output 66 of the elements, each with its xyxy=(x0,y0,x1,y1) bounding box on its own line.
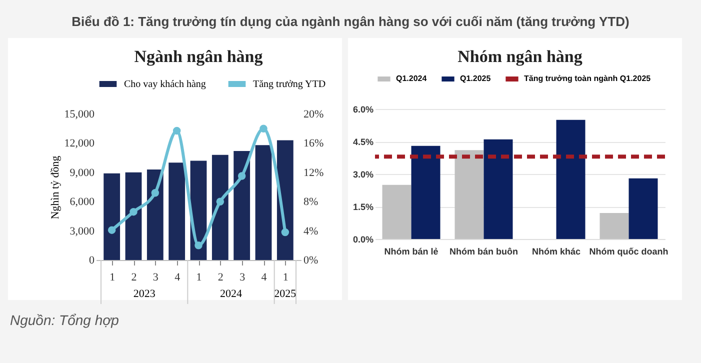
y-tick-label: 4.5% xyxy=(352,137,374,147)
x-tick-label: 2 xyxy=(218,272,224,284)
y-tick-label: 0 xyxy=(89,254,95,266)
point xyxy=(281,228,290,236)
text: 2023 xyxy=(133,288,156,300)
y-tick-label: 6,000 xyxy=(70,196,95,208)
point xyxy=(238,172,246,180)
y-tick-label: 3.0% xyxy=(352,170,374,180)
legend-label: Tăng trưởng toàn ngành Q1.2025 xyxy=(524,74,652,83)
bar xyxy=(382,184,412,239)
x-tick-label: Nhóm bán lẻ xyxy=(384,246,438,256)
bar xyxy=(104,173,120,260)
y-tick-label: 3,000 xyxy=(70,225,95,238)
bar xyxy=(212,154,228,260)
x-tick-label: 1 xyxy=(282,272,288,284)
legend-label: Tăng trưởng YTD xyxy=(253,79,326,90)
y2-tick-label: 0% xyxy=(304,254,318,266)
y2-tick-label: 4% xyxy=(304,225,318,238)
point xyxy=(151,188,160,197)
text: Biểu đồ 1: Tăng trưởng tín dụng của ngành ngân hàng so với cuối năm (tăng trưởng YTD) xyxy=(70,13,630,31)
y2-tick-label: 8% xyxy=(304,196,318,208)
point xyxy=(130,208,138,216)
chart-title: Ngành ngân hàng xyxy=(134,47,264,66)
x-tick-label: 3 xyxy=(152,272,159,284)
point xyxy=(216,198,224,206)
y-tick-label: 9,000 xyxy=(70,166,95,179)
point xyxy=(108,226,116,234)
text: 2025 xyxy=(274,288,297,300)
legend-label: Q1.2025 xyxy=(460,74,492,83)
legend-label: Cho vay khách hàng xyxy=(124,79,206,90)
x-tick-label: Nhóm bán buôn xyxy=(450,246,518,256)
y2-tick-label: 12% xyxy=(304,166,324,179)
x-tick-label: 4 xyxy=(174,272,181,284)
chart-title: Nhóm ngân hàng xyxy=(458,47,583,66)
text: Nguồn: Tổng hợp xyxy=(9,311,120,328)
y-tick-label: 0.0% xyxy=(352,234,374,244)
bar xyxy=(125,172,142,260)
y2-tick-label: 20% xyxy=(304,108,324,120)
point xyxy=(172,126,181,135)
y-tick-label: 6.0% xyxy=(352,104,374,114)
bar xyxy=(484,139,513,239)
point xyxy=(260,124,268,132)
bar xyxy=(628,178,658,239)
bar xyxy=(234,150,250,260)
y-tick-label: 12,000 xyxy=(64,138,95,150)
legend-label: Q1.2024 xyxy=(396,74,428,83)
bar xyxy=(454,150,484,239)
bar xyxy=(600,213,629,239)
x-tick-label: 4 xyxy=(261,272,268,284)
bar xyxy=(168,162,186,260)
bar xyxy=(146,169,164,260)
text: 2024 xyxy=(220,288,242,300)
y-tick-label: 15,000 xyxy=(64,108,95,120)
x-tick-label: 3 xyxy=(240,272,246,284)
bar xyxy=(255,145,272,260)
bar xyxy=(411,146,440,239)
x-tick-label: Nhóm quốc doanh xyxy=(589,246,668,256)
x-tick-label: 1 xyxy=(196,272,202,284)
point xyxy=(194,242,202,250)
y-tick-label: 1.5% xyxy=(352,202,374,212)
x-tick-label: 1 xyxy=(110,272,116,284)
y-axis-title: Nghìn tỷ đồng xyxy=(49,155,62,220)
x-tick-label: Nhóm khác xyxy=(532,246,581,256)
x-tick-label: 2 xyxy=(131,272,137,284)
bar xyxy=(556,120,586,239)
y2-tick-label: 16% xyxy=(304,138,324,150)
